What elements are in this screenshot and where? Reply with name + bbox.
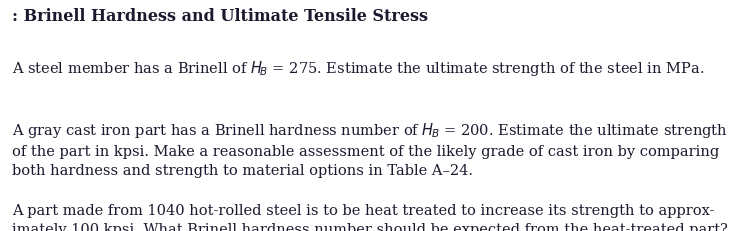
- Text: A steel member has a Brinell of $\mathit{H}_{\!\mathit{B}}$ = 275. Estimate the : A steel member has a Brinell of $\mathit…: [12, 59, 704, 78]
- Text: A gray cast iron part has a Brinell hardness number of $\mathit{H}_{\!\mathit{B}: A gray cast iron part has a Brinell hard…: [12, 121, 728, 178]
- Text: : Brinell Hardness and Ultimate Tensile Stress: : Brinell Hardness and Ultimate Tensile …: [12, 8, 428, 25]
- Text: A part made from 1040 hot-rolled steel is to be heat treated to increase its str: A part made from 1040 hot-rolled steel i…: [12, 204, 728, 231]
